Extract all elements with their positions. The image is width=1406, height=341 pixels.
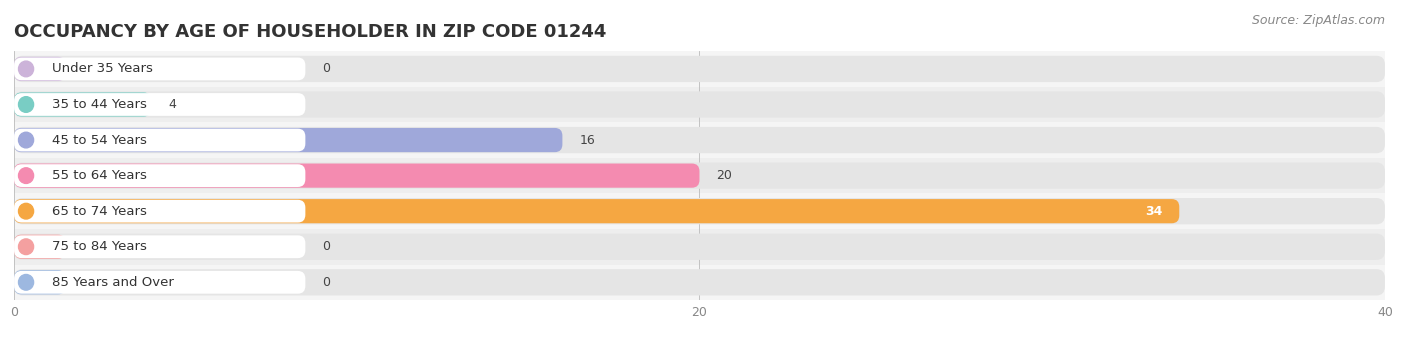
Text: 20: 20 [717, 169, 733, 182]
Text: 0: 0 [322, 276, 330, 289]
Bar [14, 158, 1385, 193]
FancyBboxPatch shape [14, 198, 1385, 224]
Text: 16: 16 [579, 134, 595, 147]
FancyBboxPatch shape [14, 164, 700, 188]
FancyBboxPatch shape [14, 128, 562, 152]
Bar [14, 193, 1385, 229]
Text: Source: ZipAtlas.com: Source: ZipAtlas.com [1251, 14, 1385, 27]
FancyBboxPatch shape [14, 199, 1180, 223]
Bar [14, 122, 1385, 158]
FancyBboxPatch shape [14, 129, 305, 151]
Text: Under 35 Years: Under 35 Years [52, 62, 153, 75]
Circle shape [18, 275, 34, 290]
FancyBboxPatch shape [14, 271, 305, 294]
Bar [14, 87, 1385, 122]
Text: 0: 0 [322, 240, 330, 253]
Text: 34: 34 [1144, 205, 1163, 218]
FancyBboxPatch shape [14, 93, 305, 116]
Circle shape [18, 239, 34, 255]
Circle shape [18, 132, 34, 148]
FancyBboxPatch shape [14, 200, 305, 223]
FancyBboxPatch shape [14, 91, 1385, 118]
FancyBboxPatch shape [14, 164, 305, 187]
FancyBboxPatch shape [14, 58, 305, 80]
FancyBboxPatch shape [14, 127, 1385, 153]
FancyBboxPatch shape [14, 235, 66, 259]
Circle shape [18, 97, 34, 112]
FancyBboxPatch shape [14, 92, 152, 117]
Text: 0: 0 [322, 62, 330, 75]
Text: 85 Years and Over: 85 Years and Over [52, 276, 173, 289]
Text: 4: 4 [169, 98, 176, 111]
FancyBboxPatch shape [14, 235, 305, 258]
Circle shape [18, 61, 34, 77]
FancyBboxPatch shape [14, 56, 1385, 82]
Circle shape [18, 168, 34, 183]
Text: 45 to 54 Years: 45 to 54 Years [52, 134, 146, 147]
Text: OCCUPANCY BY AGE OF HOUSEHOLDER IN ZIP CODE 01244: OCCUPANCY BY AGE OF HOUSEHOLDER IN ZIP C… [14, 23, 606, 41]
Text: 35 to 44 Years: 35 to 44 Years [52, 98, 146, 111]
Bar [14, 51, 1385, 87]
FancyBboxPatch shape [14, 234, 1385, 260]
FancyBboxPatch shape [14, 57, 66, 81]
FancyBboxPatch shape [14, 269, 1385, 295]
FancyBboxPatch shape [14, 270, 66, 294]
Text: 75 to 84 Years: 75 to 84 Years [52, 240, 146, 253]
Circle shape [18, 203, 34, 219]
Bar [14, 265, 1385, 300]
Bar [14, 229, 1385, 265]
FancyBboxPatch shape [14, 162, 1385, 189]
Text: 65 to 74 Years: 65 to 74 Years [52, 205, 146, 218]
Text: 55 to 64 Years: 55 to 64 Years [52, 169, 146, 182]
